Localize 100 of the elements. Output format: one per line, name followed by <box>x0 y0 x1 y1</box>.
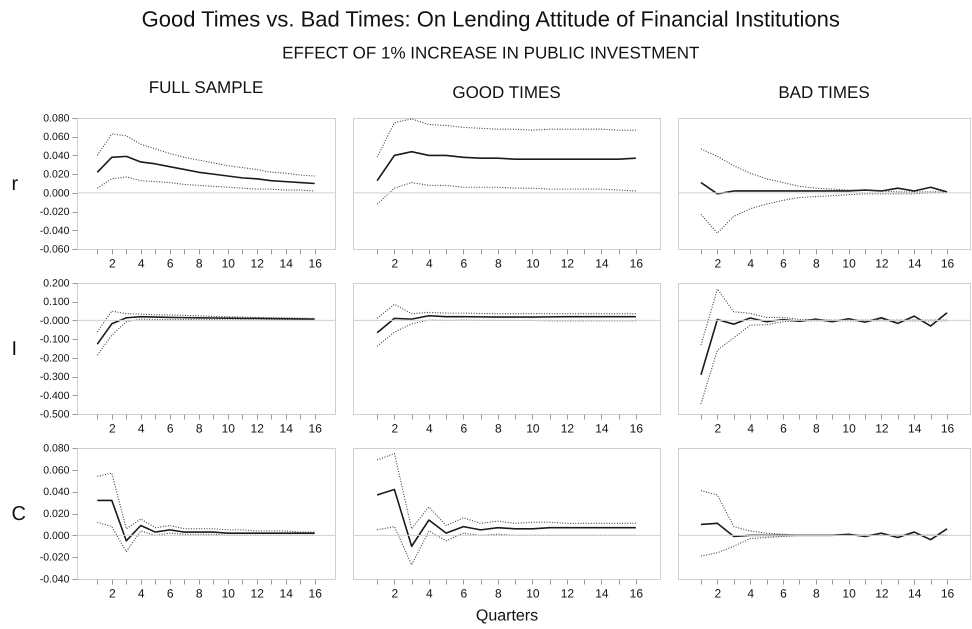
x-tick-label: 14 <box>595 422 609 436</box>
x-tick-label: 6 <box>780 422 788 436</box>
x-tick-label: 16 <box>630 586 644 600</box>
x-tick-label: 16 <box>630 256 644 270</box>
x-tick-label: 6 <box>460 422 468 436</box>
y-tick-label: 0.000 <box>43 187 70 200</box>
y-tick-label: 0.200 <box>43 278 70 290</box>
x-tick-label: 2 <box>108 256 116 270</box>
x-tick-label: 6 <box>166 422 174 436</box>
y-tick-label: 0.080 <box>43 442 70 454</box>
x-tick-label: 14 <box>908 586 922 600</box>
y-tick-label: -0.040 <box>40 574 70 586</box>
y-tick-label: -0.100 <box>40 334 70 346</box>
x-tick-label: 8 <box>495 256 502 270</box>
chart-title: GOOD TIMES <box>452 83 561 102</box>
x-tick-label: 8 <box>812 256 820 270</box>
x-tick-label: 4 <box>747 422 754 436</box>
x-tick-label: 6 <box>460 256 468 270</box>
x-tick-label: 12 <box>560 586 574 600</box>
x-tick-label: 14 <box>280 586 294 600</box>
y-axis-title: C <box>12 503 26 525</box>
x-tick-label: 2 <box>392 256 399 270</box>
x-tick-label: 16 <box>630 422 644 436</box>
x-tick-label: 14 <box>280 422 294 436</box>
x-tick-label: 16 <box>940 256 955 270</box>
chart-title: FULL SAMPLE <box>148 78 264 97</box>
x-tick-label: 8 <box>495 586 502 600</box>
x-tick-label: 12 <box>875 256 889 270</box>
x-tick-label: 10 <box>842 256 856 270</box>
x-tick-label: 2 <box>392 422 399 436</box>
y-tick-label: -0.200 <box>40 352 70 364</box>
x-tick-label: 4 <box>138 586 145 600</box>
x-tick-label: 6 <box>460 586 468 600</box>
x-tick-label: 8 <box>196 422 203 436</box>
y-tick-label: -0.000 <box>40 314 70 327</box>
y-tick-label: -0.400 <box>40 390 70 402</box>
x-tick-label: 8 <box>196 256 203 270</box>
x-tick-label: 12 <box>560 256 574 270</box>
x-tick-label: 4 <box>747 586 754 600</box>
y-axis-title: r <box>12 173 18 195</box>
text: Good Times vs. Bad Times: On Lending Attitude of Financial Institutions <box>142 6 840 32</box>
y-tick-label: 0.100 <box>43 296 70 308</box>
x-tick-label: 16 <box>308 586 322 600</box>
x-tick-label: 2 <box>108 586 116 600</box>
x-tick-label: 16 <box>308 422 322 436</box>
x-axis-title: Quarters <box>476 608 538 624</box>
x-tick-label: 2 <box>392 586 399 600</box>
x-tick-label: 12 <box>250 256 264 270</box>
x-tick-label: 10 <box>222 586 236 600</box>
x-tick-label: 4 <box>426 586 434 600</box>
y-axis-title: I <box>12 338 18 360</box>
x-tick-label: 8 <box>495 422 502 436</box>
y-tick-label: 0.040 <box>43 150 70 162</box>
chart-title: BAD TIMES <box>778 83 870 102</box>
x-tick-label: 4 <box>747 256 754 270</box>
x-tick-label: 2 <box>714 586 722 600</box>
y-tick-label: -0.020 <box>40 552 70 564</box>
x-tick-label: 14 <box>280 256 294 270</box>
y-tick-label: -0.020 <box>40 206 70 218</box>
x-tick-label: 14 <box>595 256 609 270</box>
y-tick-label: 0.020 <box>43 508 70 520</box>
x-tick-label: 2 <box>108 422 116 436</box>
x-tick-label: 4 <box>138 256 145 270</box>
x-tick-label: 4 <box>426 422 434 436</box>
x-tick-label: 6 <box>166 586 174 600</box>
y-tick-label: 0.080 <box>43 112 70 124</box>
y-tick-label: -0.060 <box>40 244 70 256</box>
x-tick-label: 12 <box>250 586 264 600</box>
x-tick-label: 14 <box>595 586 609 600</box>
y-tick-label: -0.300 <box>40 371 70 384</box>
x-tick-label: 14 <box>908 422 922 436</box>
x-tick-label: 10 <box>222 256 236 270</box>
x-tick-label: 10 <box>526 256 540 270</box>
x-tick-label: 10 <box>842 586 856 600</box>
x-tick-label: 8 <box>812 422 820 436</box>
x-tick-label: 12 <box>875 422 889 436</box>
x-tick-label: 14 <box>908 256 922 270</box>
x-tick-label: 6 <box>780 586 788 600</box>
x-tick-label: 4 <box>138 422 145 436</box>
x-tick-label: 2 <box>714 256 722 270</box>
y-tick-label: 0.020 <box>43 168 70 181</box>
x-tick-label: 6 <box>780 256 788 270</box>
x-tick-label: 12 <box>560 422 574 436</box>
text: EFFECT OF 1% INCREASE IN PUBLIC INVESTMENT <box>282 44 700 62</box>
x-tick-label: 2 <box>714 422 722 436</box>
x-tick-label: 16 <box>940 586 955 600</box>
x-tick-label: 10 <box>842 422 856 436</box>
y-tick-label: -0.500 <box>40 408 70 420</box>
y-tick-label: 0.040 <box>43 486 70 498</box>
y-tick-label: 0.000 <box>43 530 70 542</box>
x-tick-label: 16 <box>940 422 955 436</box>
x-tick-label: 16 <box>308 256 322 270</box>
y-tick-label: -0.040 <box>40 224 70 237</box>
x-tick-label: 8 <box>196 586 203 600</box>
x-tick-label: 10 <box>526 422 540 436</box>
y-tick-label: 0.060 <box>43 131 70 144</box>
x-tick-label: 12 <box>250 422 264 436</box>
x-tick-label: 10 <box>222 422 236 436</box>
x-tick-label: 12 <box>875 586 889 600</box>
x-tick-label: 4 <box>426 256 434 270</box>
